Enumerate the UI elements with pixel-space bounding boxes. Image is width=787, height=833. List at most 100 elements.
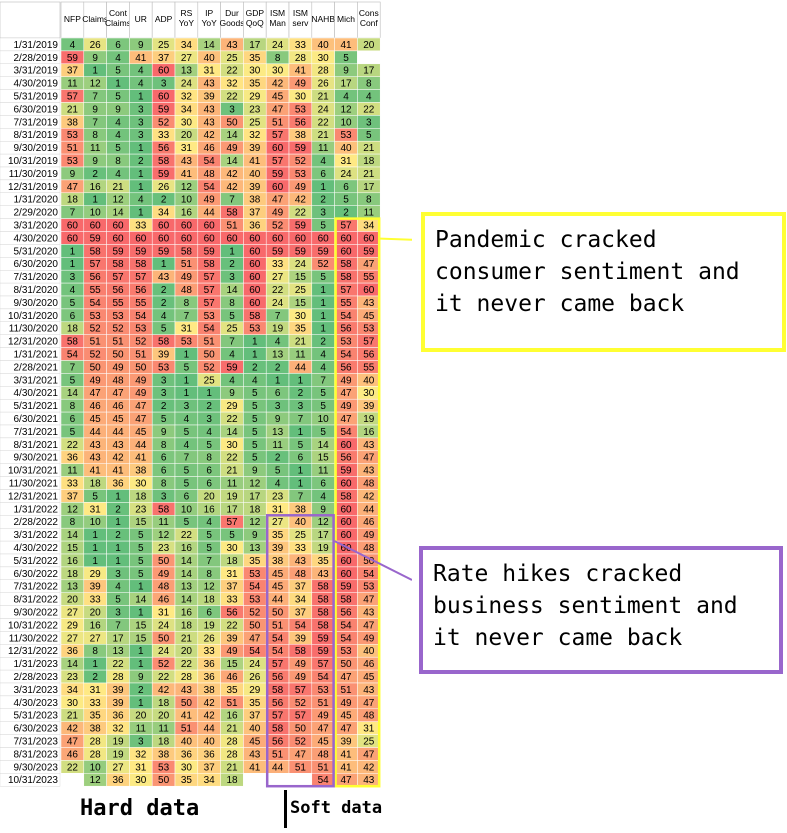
cell-value: 18	[158, 698, 170, 709]
cell-value: 60	[158, 66, 170, 77]
cell-value: 25	[295, 285, 307, 296]
cell-value: 13	[272, 350, 284, 361]
cell-value: 22	[112, 659, 124, 670]
row-date-label: 11/30/2019	[9, 169, 59, 180]
cell-value: 39	[158, 350, 170, 361]
cell-value: 17	[340, 79, 352, 90]
cell-value: 51	[272, 749, 284, 760]
cell-value: 35	[249, 79, 261, 90]
cell-value: 59	[112, 246, 124, 257]
cell-value: 20	[181, 646, 193, 657]
cell-value: 31	[90, 504, 102, 515]
cell-value: 50	[340, 659, 352, 670]
cell-value: 35	[272, 530, 284, 541]
cell-value: 58	[249, 311, 261, 322]
cell-value: 43	[318, 569, 330, 580]
cell-value: 35	[249, 698, 261, 709]
cell-value: 1	[184, 350, 190, 361]
cell-value: 12	[90, 79, 102, 90]
cell-value: 11	[90, 143, 101, 154]
cell-value: 60	[340, 504, 352, 515]
cell-value: 44	[272, 762, 284, 773]
cell-value: 22	[295, 208, 307, 219]
cell-value: 53	[249, 324, 261, 335]
cell-value: 46	[90, 401, 102, 412]
cell-value: 16	[181, 543, 193, 554]
cell-value: 58	[135, 259, 147, 270]
cell-value: 53	[112, 311, 124, 322]
cell-value: 31	[135, 762, 147, 773]
cell-value: 39	[363, 401, 375, 412]
cell-value: 30	[67, 698, 79, 709]
cell-value: 3	[115, 569, 121, 580]
cell-value: 58	[112, 259, 124, 270]
cell-value: 21	[67, 104, 79, 115]
cell-value: 11	[158, 724, 169, 735]
cell-value: 48	[318, 749, 330, 760]
cell-value: 53	[340, 337, 352, 348]
cell-value: 14	[318, 440, 330, 451]
cell-value: 34	[295, 595, 307, 606]
cell-value: 1	[229, 246, 235, 257]
row-date-label: 2/28/2021	[14, 362, 59, 373]
cell-value: 49	[181, 272, 193, 283]
cell-value: 5	[138, 530, 144, 541]
cell-value: 1	[115, 556, 121, 567]
cell-value: 15	[295, 272, 307, 283]
cell-value: 7	[184, 311, 190, 322]
cell-value: 1	[184, 388, 190, 399]
cell-value: 60	[249, 259, 261, 270]
cell-value: 8	[366, 79, 372, 90]
cell-value: 11	[158, 517, 169, 528]
row-date-label: 2/29/2020	[14, 208, 59, 219]
row-date-label: 8/31/2020	[14, 285, 59, 296]
column-header: Dur Goods	[219, 8, 244, 28]
cell-value: 9	[252, 530, 258, 541]
cell-value: 56	[340, 453, 352, 464]
cell-value: 17	[318, 530, 330, 541]
cell-value: 58	[318, 595, 330, 606]
cell-value: 25	[249, 117, 261, 128]
cell-value: 11	[364, 208, 375, 219]
cell-value: 50	[158, 775, 170, 786]
cell-value: 31	[181, 143, 193, 154]
cell-value: 60	[181, 233, 193, 244]
row-date-label: 8/31/2019	[14, 130, 59, 141]
cell-value: 44	[363, 504, 375, 515]
cell-value: 31	[204, 66, 216, 77]
cell-value: 60	[340, 543, 352, 554]
cell-value: 5	[206, 530, 212, 541]
cell-value: 44	[204, 724, 216, 735]
column-header: IP YoY	[202, 8, 218, 28]
cell-value: 53	[340, 130, 352, 141]
cell-value: 41	[340, 40, 352, 51]
cell-value: 21	[318, 130, 330, 141]
cell-value: 1	[138, 208, 144, 219]
cell-value: 5	[343, 195, 349, 206]
cell-value: 6	[206, 479, 212, 490]
cell-value: 4	[229, 375, 235, 386]
cell-value: 49	[272, 208, 284, 219]
business-sentiment-highlight	[265, 514, 335, 788]
cell-value: 42	[204, 711, 216, 722]
cell-value: 3	[161, 79, 167, 90]
cell-value: 6	[206, 466, 212, 477]
row-date-label: 1/31/2023	[14, 659, 59, 670]
cell-value: 9	[275, 414, 281, 425]
cell-value: 54	[318, 672, 330, 683]
cell-value: 1	[138, 582, 144, 593]
column-header: GDP QoQ	[246, 8, 265, 28]
cell-value: 31	[272, 504, 284, 515]
row-date-label: 6/30/2021	[14, 414, 59, 425]
cell-value: 27	[67, 608, 79, 619]
cell-value: 3	[366, 117, 372, 128]
cell-value: 4	[115, 169, 121, 180]
cell-value: 36	[181, 749, 193, 760]
cell-value: 58	[295, 646, 307, 657]
cell-value: 27	[272, 272, 284, 283]
cell-value: 42	[295, 195, 307, 206]
cell-value: 12	[204, 582, 216, 593]
cell-value: 57	[272, 130, 284, 141]
cell-value: 59	[135, 246, 147, 257]
cell-value: 4	[206, 517, 212, 528]
